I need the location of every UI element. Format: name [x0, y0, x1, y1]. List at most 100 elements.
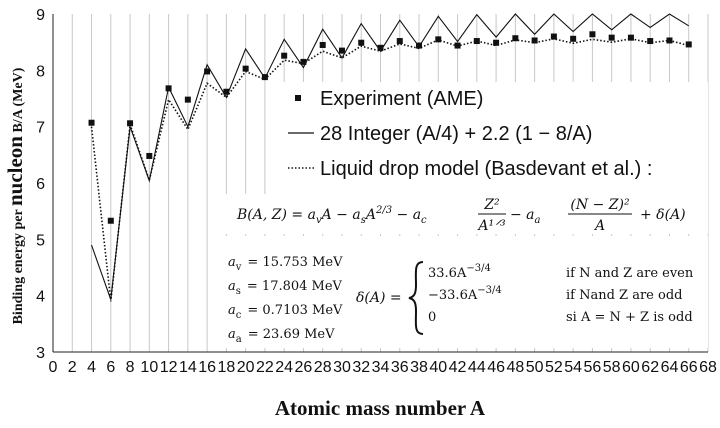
experiment-point — [685, 41, 692, 48]
plot-frame — [52, 14, 708, 353]
formula-box: B(A, Z) = avA − asA2/3 − ac Z² A¹ᐟ³ − aa… — [222, 194, 708, 234]
formula-t4: − aa — [510, 207, 541, 226]
delta-case-condition: si A = N + Z is odd — [566, 310, 693, 325]
experiment-point — [165, 85, 172, 92]
x-tick-label: 48 — [506, 359, 524, 376]
x-tick-label: 32 — [352, 359, 370, 376]
constant-symbol: a — [228, 279, 236, 294]
formula-t1: a — [308, 207, 316, 223]
x-tick-label: 30 — [333, 359, 351, 376]
experiment-point — [589, 31, 596, 38]
x-tick-label: 58 — [603, 359, 621, 376]
x-axis-title: Atomic mass number A — [275, 396, 486, 420]
constant-symbol: a — [228, 255, 236, 270]
experiment-point — [184, 96, 191, 103]
frac1-numerator: Z² — [483, 197, 500, 213]
delta-case-expr: 33.6A−3/4 — [428, 263, 491, 281]
constant-symbol: a — [228, 303, 236, 318]
experiment-point — [396, 38, 403, 45]
x-tick-label: 4 — [87, 359, 96, 376]
series-line-2 — [90, 37, 689, 302]
formula-t1b: A − a — [320, 207, 361, 223]
delta-lhs: δ(A) = — [356, 290, 402, 306]
frac2-numerator: (N − Z)² — [570, 197, 630, 213]
x-tick-label: 62 — [641, 359, 659, 376]
experiment-point — [473, 38, 480, 45]
constants-background — [222, 236, 708, 348]
experiment-point — [261, 74, 268, 81]
x-tick-label: 40 — [429, 359, 447, 376]
experiment-point — [666, 37, 673, 44]
delta-case-expr: −33.6A−3/4 — [428, 285, 502, 303]
x-tick-label: 26 — [295, 359, 313, 376]
frac1-denominator: A¹ᐟ³ — [476, 218, 506, 234]
legend-marker-experiment — [295, 95, 301, 101]
y-axis-title-part-1: Binding energy per — [11, 206, 26, 324]
delta-brace — [408, 261, 424, 335]
constant-subscript: c — [236, 310, 242, 321]
series-layer — [88, 13, 692, 302]
formula-text: B(A, Z) = avA − asA2/3 − ac — [236, 205, 427, 226]
constant-subscript: s — [236, 286, 241, 297]
x-tick-label: 42 — [449, 359, 467, 376]
constant-value: = 23.69 MeV — [248, 327, 335, 342]
x-tick-label: 20 — [237, 359, 255, 376]
delta-case-expr-sup: −3/4 — [477, 285, 501, 296]
constant-v: av = 15.753 MeV — [228, 255, 343, 273]
y-tick-label: 3 — [36, 345, 45, 362]
x-tick-label: 50 — [526, 359, 544, 376]
x-tick-labels: 0 2 4 6 8 10 12 14 16 18 20 22 24 26 28 30 32 34 36 38 40 42 4… — [49, 359, 717, 376]
experiment-point — [570, 35, 577, 42]
experiment-point — [223, 88, 230, 95]
experiment-point — [319, 41, 326, 48]
legend-background — [283, 82, 708, 194]
y-tick-label: 4 — [36, 289, 45, 306]
x-tick-label: 6 — [106, 359, 115, 376]
delta-case-condition: if N and Z are even — [566, 266, 694, 281]
x-tick-label: 10 — [140, 359, 158, 376]
experiment-point — [107, 217, 114, 224]
x-tick-label: 66 — [680, 359, 698, 376]
constant-s: as = 17.804 MeV — [228, 279, 343, 297]
formula-t5: + δ(A) — [640, 207, 686, 223]
formula-t2-sup: 2/3 — [375, 205, 392, 216]
legend: Experiment (AME) 28 Integer (A/4) + 2.2 … — [283, 82, 708, 194]
experiment-point — [377, 44, 384, 51]
y-tick-label: 6 — [36, 176, 45, 193]
x-tick-label: 68 — [699, 359, 717, 376]
x-tick-label: 56 — [584, 359, 602, 376]
formula-t3-sub: c — [421, 215, 427, 226]
formula-t1-sub: v — [316, 215, 322, 226]
x-tick-label: 46 — [487, 359, 505, 376]
y-axis-title: Binding energy per nucleon B/A (MeV) — [3, 67, 27, 324]
delta-case-expr: 0 — [428, 310, 436, 325]
constant-symbol: a — [228, 327, 236, 342]
constant-value: = 17.804 MeV — [247, 279, 343, 294]
delta-case-expr-main: 0 — [428, 310, 436, 325]
constant-value: = 0.7103 MeV — [247, 303, 343, 318]
x-tick-label: 22 — [256, 359, 274, 376]
x-tick-label: 52 — [545, 359, 563, 376]
x-tick-label: 14 — [179, 359, 197, 376]
y-tick-label: 9 — [36, 7, 45, 24]
experiment-point — [127, 120, 134, 127]
formula-t2c: − a — [392, 207, 421, 223]
x-tick-label: 36 — [391, 359, 409, 376]
x-tick-label: 12 — [160, 359, 178, 376]
x-tick-label: 54 — [564, 359, 582, 376]
formula-t2b: A — [364, 207, 376, 223]
delta-case-expr-main: −33.6A — [428, 288, 478, 303]
legend-label-experiment: Experiment (AME) — [320, 88, 483, 110]
y-axis-title-part-3: B/A (MeV) — [11, 67, 26, 136]
formula-lhs: B(A, Z) = — [236, 207, 308, 223]
experiment-point — [88, 119, 95, 126]
experiment-point — [608, 34, 615, 41]
experiment-point — [204, 68, 211, 75]
experiment-point — [454, 42, 461, 49]
experiment-point — [338, 47, 345, 54]
legend-label-integer: 28 Integer (A/4) + 2.2 (1 − 8/A) — [320, 123, 592, 145]
formula-t4-sub: a — [535, 215, 541, 226]
series-line-1 — [90, 13, 689, 300]
constant-c: ac = 0.7103 MeV — [228, 303, 343, 321]
experiment-point — [358, 39, 365, 46]
